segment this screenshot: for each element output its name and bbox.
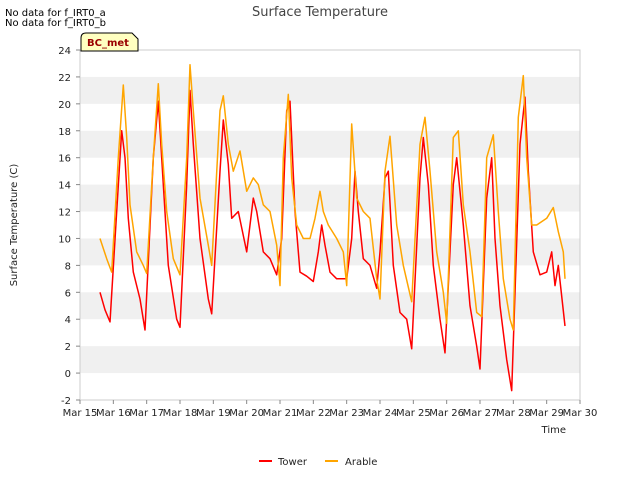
y-tick-label: 24 <box>58 46 71 57</box>
y-axis-label: Surface Temperature (C) <box>9 164 20 287</box>
x-tick-label: Mar 26 <box>429 408 464 419</box>
series-line-arable <box>99 64 566 331</box>
grid-band <box>80 292 580 320</box>
y-tick-label: 18 <box>58 127 71 138</box>
y-tick-label: 4 <box>65 315 71 326</box>
legend: Tower Arable <box>259 457 377 468</box>
x-tick-label: Mar 28 <box>496 408 531 419</box>
x-tick-label: Mar 20 <box>229 408 264 419</box>
y-tick-label: 6 <box>65 288 71 299</box>
grid-band <box>80 238 580 266</box>
badge-text: BC_met <box>87 38 129 49</box>
no-data-note-b: No data for f_IRT0_b <box>5 18 106 29</box>
badge-shape <box>80 32 139 52</box>
plot-frame <box>79 49 581 401</box>
x-tick-label: Mar 17 <box>129 408 164 419</box>
grid-band <box>80 346 580 374</box>
x-tick-label: Mar 29 <box>529 408 564 419</box>
y-tick-label: -2 <box>61 396 71 407</box>
grid-band <box>80 184 580 212</box>
chart-title: Surface Temperature <box>252 5 388 20</box>
y-tick-label: 10 <box>58 234 71 245</box>
y-tick-label: 14 <box>58 181 71 192</box>
series-line-tower <box>99 89 566 392</box>
x-tick-label: Mar 18 <box>163 408 198 419</box>
x-tick-label: Mar 25 <box>396 408 431 419</box>
y-tick-label: 20 <box>58 100 71 111</box>
x-tick-label: Mar 24 <box>363 408 398 419</box>
y-tick-label: 8 <box>65 261 71 272</box>
grid-band <box>80 76 580 104</box>
legend-label-tower: Tower <box>277 457 308 468</box>
x-tick-label: Mar 22 <box>296 408 331 419</box>
legend-label-arable: Arable <box>345 457 377 468</box>
x-tick-label: Mar 21 <box>263 408 298 419</box>
x-tick-label: Mar 23 <box>329 408 364 419</box>
no-data-note-a: No data for f_IRT0_a <box>5 8 106 19</box>
bc-met-badge: BC_met <box>80 32 139 52</box>
grid-bands <box>80 76 580 374</box>
x-tick-label: Mar 30 <box>563 408 598 419</box>
series-lines <box>99 64 566 392</box>
y-tick-label: 16 <box>58 154 71 165</box>
y-tick-label: 22 <box>58 73 71 84</box>
x-tick-label: Mar 19 <box>196 408 231 419</box>
x-axis-label: Time <box>541 425 566 436</box>
y-tick-label: 2 <box>65 342 71 353</box>
x-tick-label: Mar 27 <box>463 408 498 419</box>
x-tick-label: Mar 16 <box>96 408 131 419</box>
x-tick-label: Mar 15 <box>63 408 98 419</box>
y-tick-label: 12 <box>58 208 71 219</box>
y-tick-label: 0 <box>65 369 71 380</box>
grid-band <box>80 130 580 158</box>
